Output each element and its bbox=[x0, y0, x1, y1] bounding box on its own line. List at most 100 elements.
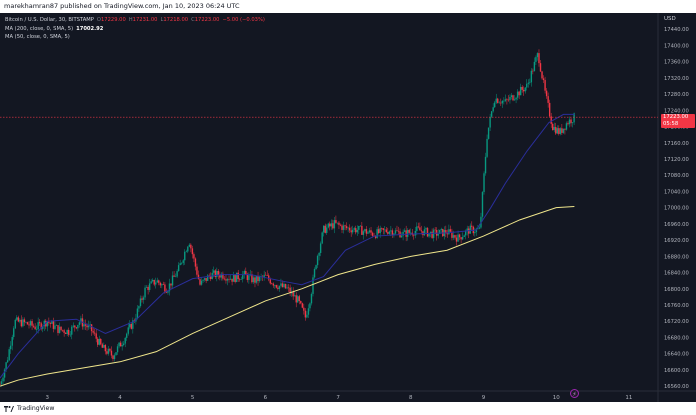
candle-body bbox=[228, 278, 230, 280]
candle-body bbox=[524, 87, 526, 92]
ma50-label: MA (50, close, 0, SMA, 5) bbox=[5, 34, 70, 40]
candle-body bbox=[477, 228, 479, 230]
candle-body bbox=[148, 283, 151, 290]
candle-body bbox=[193, 254, 195, 259]
candle-body bbox=[5, 362, 7, 370]
candle-body bbox=[158, 280, 160, 283]
candle-body bbox=[561, 128, 563, 133]
publisher-header: marekhamran87 published on TradingView.c… bbox=[0, 0, 696, 13]
candle-body bbox=[556, 128, 559, 134]
candle-body bbox=[293, 295, 296, 297]
candle-body bbox=[570, 119, 572, 124]
candle-body bbox=[69, 334, 71, 336]
ma50-legend-row[interactable]: MA (50, close, 0, SMA, 5) bbox=[5, 33, 265, 42]
candle-body bbox=[426, 228, 429, 237]
candle-body bbox=[541, 71, 543, 79]
candle-body bbox=[545, 90, 548, 97]
candle-body bbox=[362, 231, 365, 235]
price-chart[interactable]: 16560.00 16600.00 16640.00 16680.00 16720.00… bbox=[0, 13, 696, 402]
candle-body bbox=[153, 279, 155, 285]
currency-label[interactable]: USD bbox=[664, 16, 676, 22]
candle-body bbox=[155, 282, 157, 285]
x-tick-label: 9 bbox=[482, 395, 486, 401]
candle-body bbox=[147, 286, 149, 290]
candle-body bbox=[2, 377, 4, 382]
candle-body bbox=[548, 102, 551, 117]
candle-body bbox=[0, 384, 1, 385]
candle-body bbox=[464, 230, 467, 236]
candle-body bbox=[68, 329, 70, 335]
candle-body bbox=[428, 232, 430, 237]
bar-countdown: 05:58 bbox=[663, 121, 679, 128]
candle-body bbox=[284, 283, 287, 289]
chart-background bbox=[0, 13, 696, 402]
open-key: O bbox=[96, 17, 101, 23]
candle-body bbox=[184, 251, 186, 261]
candle-body bbox=[355, 228, 357, 233]
candle-body bbox=[381, 228, 383, 229]
candle-body bbox=[245, 270, 247, 275]
candle-body bbox=[518, 91, 520, 96]
candle-body bbox=[358, 225, 360, 230]
candle-body bbox=[529, 82, 531, 83]
candle-body bbox=[304, 310, 307, 318]
candle-body bbox=[461, 236, 464, 240]
candle-body bbox=[14, 319, 16, 329]
candle-body bbox=[29, 321, 32, 326]
candle-body bbox=[344, 225, 346, 227]
candle-body bbox=[440, 228, 442, 230]
candle-body bbox=[292, 291, 294, 297]
candle-body bbox=[86, 325, 88, 328]
candle-body bbox=[74, 325, 76, 328]
candle-body bbox=[538, 53, 540, 64]
candle-body bbox=[374, 236, 377, 238]
candle-body bbox=[492, 107, 494, 112]
candle-body bbox=[112, 355, 114, 359]
candle-body bbox=[388, 231, 391, 234]
candle-body bbox=[283, 283, 285, 288]
candle-body bbox=[521, 86, 523, 90]
low-key: L bbox=[160, 17, 164, 23]
candle-body bbox=[35, 329, 38, 330]
candle-body bbox=[78, 322, 81, 325]
y-tick-label: 16760.00 bbox=[664, 303, 689, 309]
candle-body bbox=[113, 355, 116, 359]
candle-body bbox=[437, 233, 439, 236]
chart-frame[interactable]: 16560.00 16600.00 16640.00 16680.00 16720.00… bbox=[0, 13, 696, 402]
candle-body bbox=[31, 321, 33, 326]
candle-body bbox=[277, 287, 279, 289]
y-tick-label: 17280.00 bbox=[664, 92, 689, 98]
tradingview-logo-icon bbox=[4, 405, 14, 412]
y-tick-label: 17360.00 bbox=[664, 60, 689, 66]
candle-body bbox=[177, 265, 180, 272]
candle-body bbox=[145, 286, 148, 288]
candle-body bbox=[420, 230, 423, 232]
candle-body bbox=[159, 282, 162, 286]
ma200-legend-row[interactable]: MA (200, close, 0, SMA, 5) 17002.92 bbox=[5, 25, 265, 34]
candle-body bbox=[289, 287, 291, 294]
candle-body bbox=[61, 329, 64, 331]
candle-body bbox=[322, 225, 325, 233]
candle-body bbox=[168, 283, 171, 292]
candle-body bbox=[530, 70, 533, 83]
candle-body bbox=[187, 246, 189, 252]
candle-body bbox=[219, 275, 221, 278]
candle-body bbox=[469, 225, 471, 234]
candle-body bbox=[165, 291, 168, 293]
x-tick-label: 6 bbox=[264, 395, 268, 401]
candle-body bbox=[37, 322, 39, 330]
candle-body bbox=[97, 338, 99, 345]
candle-body bbox=[542, 78, 545, 81]
flash-icon[interactable]: ⚡ bbox=[570, 389, 579, 398]
close-key: C bbox=[191, 17, 195, 23]
candle-body bbox=[200, 280, 203, 285]
candle-body bbox=[321, 232, 323, 244]
candle-body bbox=[77, 324, 79, 329]
tradingview-footer: TradingView bbox=[0, 402, 696, 415]
candle-body bbox=[232, 275, 235, 282]
candle-body bbox=[361, 225, 363, 235]
candle-body bbox=[413, 234, 415, 236]
candle-body bbox=[449, 229, 452, 232]
candle-body bbox=[414, 230, 417, 236]
candle-body bbox=[471, 225, 473, 227]
